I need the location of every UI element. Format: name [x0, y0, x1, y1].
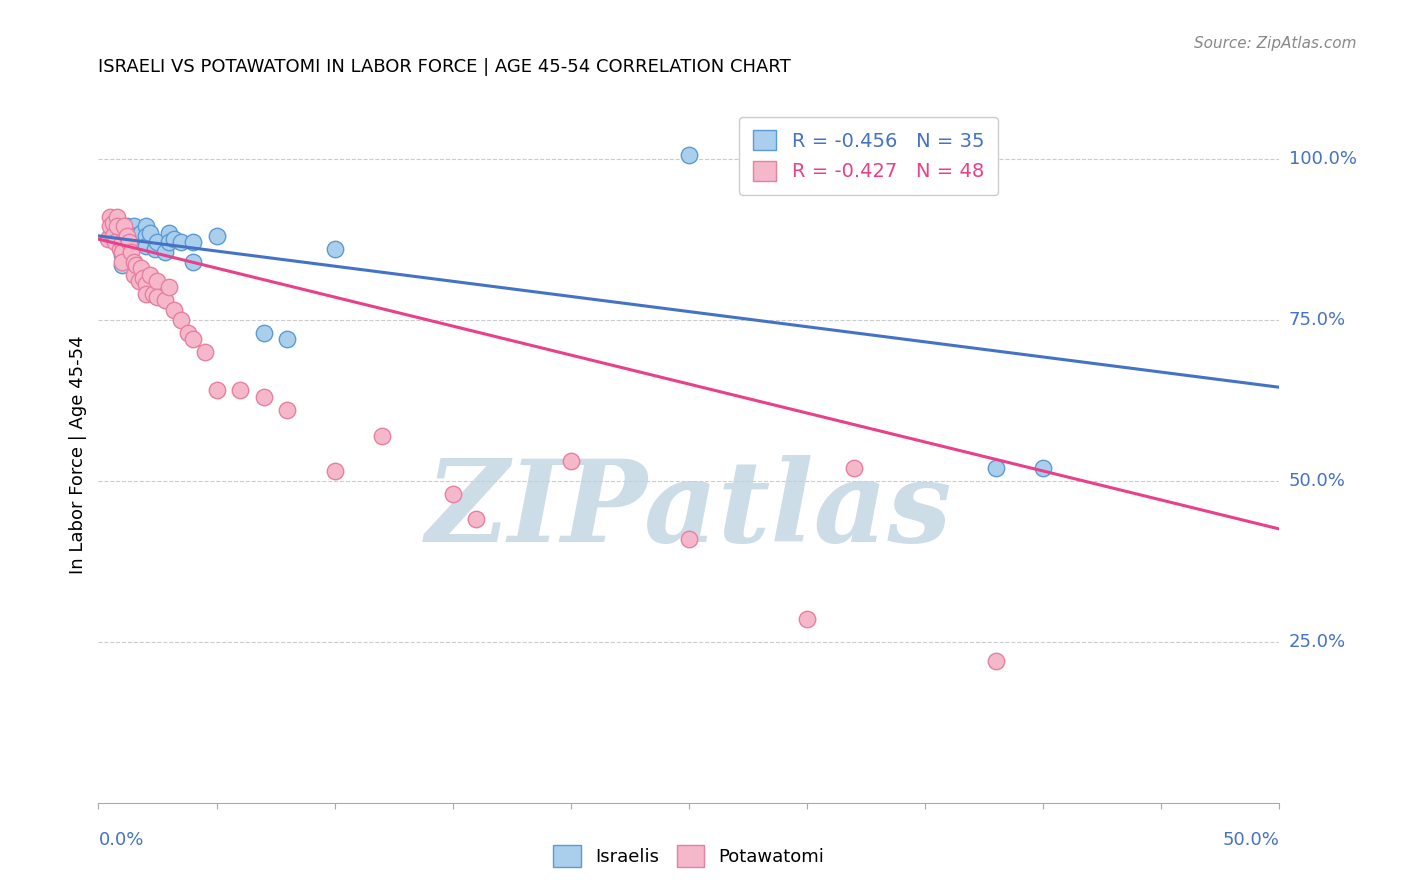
Point: [163, 232, 186, 246]
Point: [465, 512, 488, 526]
Text: ISRAELI VS POTAWATOMI IN LABOR FORCE | AGE 45-54 CORRELATION CHART: ISRAELI VS POTAWATOMI IN LABOR FORCE | A…: [98, 58, 792, 76]
Point: [146, 235, 169, 250]
Point: [105, 219, 128, 234]
Point: [253, 326, 276, 340]
Point: [323, 464, 346, 478]
Point: [181, 254, 204, 268]
Text: 100.0%: 100.0%: [1289, 150, 1357, 168]
Point: [122, 219, 145, 234]
Point: [108, 242, 131, 256]
Point: [118, 228, 141, 243]
Point: [135, 228, 157, 243]
Point: [122, 254, 145, 268]
Point: [170, 235, 193, 250]
Point: [157, 226, 180, 240]
Point: [118, 235, 141, 250]
Point: [135, 277, 157, 292]
Text: 25.0%: 25.0%: [1289, 632, 1346, 651]
Point: [276, 332, 298, 346]
Point: [111, 219, 134, 234]
Point: [135, 219, 157, 234]
Text: 75.0%: 75.0%: [1289, 310, 1346, 328]
Point: [276, 402, 298, 417]
Point: [129, 226, 152, 240]
Point: [181, 332, 204, 346]
Point: [157, 280, 180, 294]
Point: [105, 210, 128, 224]
Point: [323, 242, 346, 256]
Point: [111, 248, 134, 262]
Point: [125, 258, 148, 272]
Point: [163, 303, 186, 318]
Text: 0.0%: 0.0%: [98, 830, 143, 848]
Point: [441, 486, 464, 500]
Point: [121, 244, 143, 259]
Point: [97, 232, 120, 246]
Point: [560, 454, 582, 468]
Point: [844, 460, 866, 475]
Point: [122, 268, 145, 282]
Y-axis label: In Labor Force | Age 45-54: In Labor Force | Age 45-54: [69, 335, 87, 574]
Point: [104, 232, 127, 246]
Point: [108, 235, 131, 250]
Point: [796, 612, 818, 626]
Point: [146, 274, 169, 288]
Point: [153, 293, 176, 308]
Point: [98, 228, 121, 243]
Point: [98, 210, 121, 224]
Point: [115, 228, 138, 243]
Point: [153, 244, 176, 259]
Point: [139, 226, 162, 240]
Point: [111, 254, 134, 268]
Point: [111, 228, 134, 243]
Text: 50.0%: 50.0%: [1223, 830, 1279, 848]
Point: [253, 390, 276, 404]
Point: [205, 228, 228, 243]
Point: [678, 532, 700, 546]
Text: 50.0%: 50.0%: [1289, 472, 1346, 490]
Point: [678, 148, 700, 162]
Point: [129, 261, 152, 276]
Point: [143, 242, 166, 256]
Point: [101, 216, 124, 230]
Point: [122, 228, 145, 243]
Point: [181, 235, 204, 250]
Point: [142, 286, 165, 301]
Point: [135, 286, 157, 301]
Point: [157, 235, 180, 250]
Point: [146, 290, 169, 304]
Point: [128, 274, 150, 288]
Point: [205, 384, 228, 398]
Point: [135, 238, 157, 252]
Point: [111, 244, 134, 259]
Point: [115, 219, 138, 234]
Point: [371, 428, 394, 442]
Point: [194, 344, 217, 359]
Point: [111, 238, 134, 252]
Text: ZIPatlas: ZIPatlas: [426, 455, 952, 566]
Point: [101, 228, 124, 243]
Point: [170, 312, 193, 326]
Legend: Israelis, Potawatomi: Israelis, Potawatomi: [546, 838, 832, 874]
Point: [112, 219, 135, 234]
Text: Source: ZipAtlas.com: Source: ZipAtlas.com: [1194, 36, 1357, 51]
Point: [121, 235, 143, 250]
Point: [177, 326, 200, 340]
Point: [984, 460, 1007, 475]
Point: [139, 268, 162, 282]
Point: [229, 384, 252, 398]
Point: [104, 235, 127, 250]
Point: [105, 216, 128, 230]
Point: [984, 654, 1007, 668]
Point: [111, 235, 134, 250]
Point: [111, 258, 134, 272]
Point: [1032, 460, 1054, 475]
Point: [132, 270, 155, 285]
Point: [98, 219, 121, 234]
